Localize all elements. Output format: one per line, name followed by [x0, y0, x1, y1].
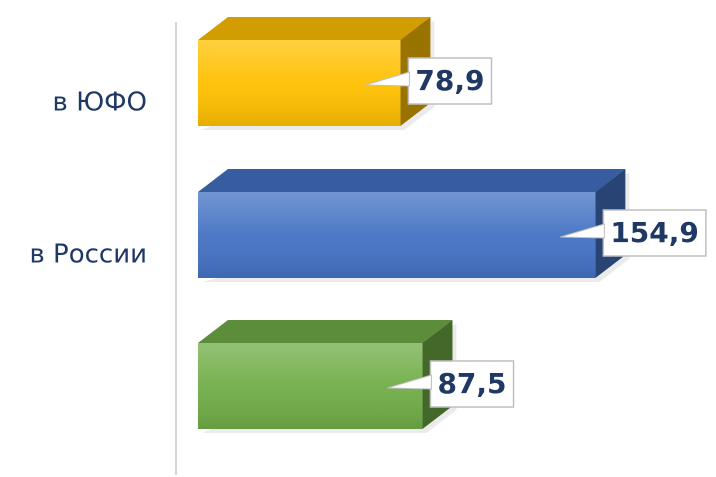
value-label: 78,9 — [415, 64, 484, 97]
value-label: 154,9 — [610, 216, 699, 249]
value-label: 87,5 — [437, 367, 506, 400]
category-label: в России — [29, 240, 147, 270]
category-label: в ЮФО — [52, 88, 147, 118]
value-label-pointer — [365, 71, 410, 87]
bar-top — [198, 17, 431, 40]
bar-top — [198, 169, 626, 192]
bar-shine — [198, 40, 401, 126]
bar-shine — [198, 343, 423, 429]
value-label-box — [407, 57, 493, 105]
bar-top-shade — [198, 169, 626, 192]
value-label-box — [602, 209, 707, 257]
value-label-pointer — [387, 374, 432, 390]
bar-top-shade — [198, 320, 453, 343]
bar-shine — [198, 192, 596, 278]
bar-top-shade — [198, 17, 431, 40]
bar-top — [198, 320, 453, 343]
value-label-pointer — [560, 223, 605, 239]
